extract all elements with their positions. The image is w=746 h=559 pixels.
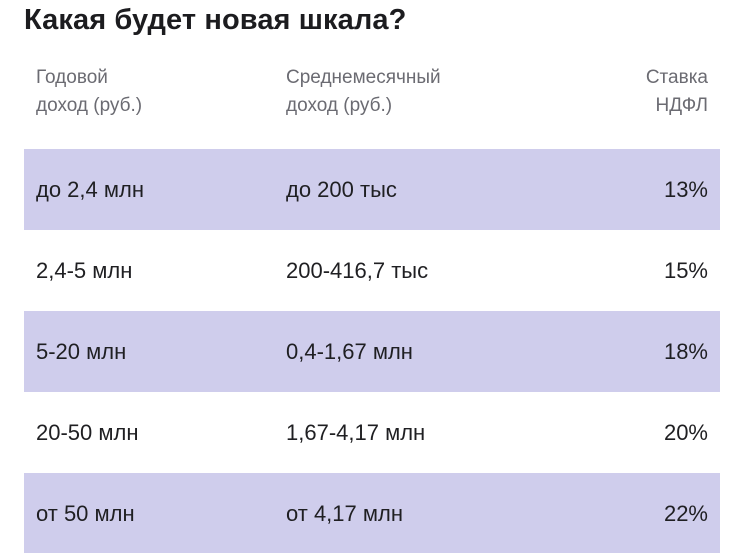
annual-income-cell: 5-20 млн	[36, 339, 127, 364]
column-header-annual-income: Годовой доход (руб.)	[36, 67, 143, 116]
monthly-income-cell: 0,4-1,67 млн	[286, 339, 413, 364]
annual-income-cell: от 50 млн	[36, 501, 135, 526]
column-header-tax-rate: Ставка НДФЛ	[645, 67, 708, 116]
monthly-income-cell: 200-416,7 тыс	[286, 258, 429, 283]
annual-income-cell: 2,4-5 млн	[36, 258, 133, 283]
monthly-income-cell: до 200 тыс	[286, 177, 397, 202]
tax-rate-cell: 15%	[663, 258, 708, 283]
tax-scale-table: до 2,4 млн до 200 тыс 13% 2,4-5 млн 200-…	[24, 149, 720, 553]
table-row: 2,4-5 млн 200-416,7 тыс 15%	[24, 230, 720, 311]
table-header: Годовой доход (руб.) Среднемесячный дохо…	[24, 64, 720, 124]
table-row: 5-20 млн 0,4-1,67 млн 18%	[24, 311, 720, 392]
table-row: от 50 млн от 4,17 млн 22%	[24, 473, 720, 553]
table-row: до 2,4 млн до 200 тыс 13%	[24, 149, 720, 230]
tax-rate-cell: 22%	[663, 501, 708, 526]
tax-rate-cell: 20%	[663, 420, 708, 445]
table-row: 20-50 млн 1,67-4,17 млн 20%	[24, 392, 720, 473]
monthly-income-cell: 1,67-4,17 млн	[286, 420, 426, 445]
monthly-income-cell: от 4,17 млн	[286, 501, 403, 526]
page-title: Какая будет новая шкала?	[24, 4, 407, 36]
annual-income-cell: 20-50 млн	[36, 420, 139, 445]
column-header-monthly-income: Среднемесячный доход (руб.)	[286, 67, 441, 116]
tax-rate-cell: 18%	[663, 339, 708, 364]
annual-income-cell: до 2,4 млн	[36, 177, 144, 202]
tax-rate-cell: 13%	[663, 177, 708, 202]
